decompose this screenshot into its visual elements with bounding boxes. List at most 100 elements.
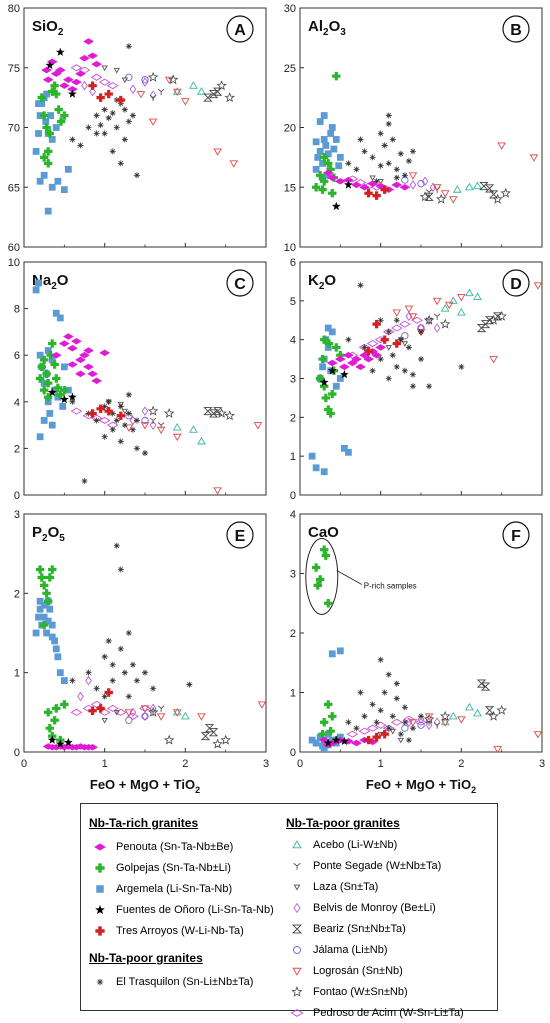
data-point: [385, 328, 392, 335]
y-tick-label: 5: [290, 296, 296, 308]
data-point: [52, 89, 61, 99]
data-point: [83, 347, 95, 354]
data-point: [32, 148, 40, 155]
plot-frame: [23, 261, 267, 496]
data-point: [125, 410, 132, 417]
data-point: [200, 732, 211, 741]
plot-frame: [23, 7, 267, 248]
data-point: [220, 734, 231, 745]
data-point: [48, 633, 56, 641]
data-point: [93, 685, 100, 692]
y-tick-label: 4: [290, 509, 296, 521]
data-point: [48, 136, 56, 143]
data-point: [353, 725, 360, 732]
series-PedrosoDeAcim: [70, 700, 151, 720]
data-point: [35, 374, 45, 383]
data-point: [401, 332, 409, 340]
data-point: [44, 147, 53, 156]
y-tick-label: 3: [290, 374, 296, 386]
y-tick-label: 6: [14, 350, 20, 362]
panel-title: SiO2: [32, 18, 64, 38]
data-point: [393, 166, 400, 173]
data-point: [405, 344, 412, 351]
y-tick-label: 1: [14, 668, 20, 680]
legend-marker-icon: [293, 902, 301, 913]
data-point: [327, 366, 337, 375]
data-point: [48, 183, 56, 191]
data-point: [393, 680, 400, 687]
data-point: [172, 709, 182, 717]
data-point: [101, 718, 108, 724]
data-point: [397, 737, 405, 744]
p-rich-ellipse: [305, 537, 339, 615]
data-point: [58, 340, 70, 347]
data-point: [385, 112, 392, 119]
data-point: [493, 746, 502, 752]
data-point: [70, 407, 83, 415]
x-axis-label: FeO + MgO + TiO2: [90, 777, 200, 795]
geochemical-panels: 6065707580SiO2A1015202530Al2O3B0246810Na…: [8, 3, 545, 795]
data-point: [489, 356, 498, 364]
data-point: [380, 729, 389, 739]
data-point: [104, 688, 113, 697]
legend-marker-icon: [95, 925, 105, 936]
data-point: [44, 708, 53, 717]
data-point: [117, 403, 124, 410]
data-point: [393, 695, 400, 702]
data-point: [401, 719, 408, 726]
x-tick-label: 0: [21, 758, 27, 770]
data-point: [116, 95, 125, 105]
data-point: [409, 371, 416, 378]
data-point: [85, 675, 92, 686]
data-point: [433, 722, 441, 729]
data-point: [113, 417, 120, 424]
legend-marker-icon: [96, 884, 104, 893]
data-point: [54, 653, 62, 661]
data-point: [500, 187, 511, 198]
panel-title: CaO: [308, 524, 339, 541]
data-point: [327, 130, 335, 137]
data-point: [96, 404, 105, 413]
data-point: [35, 130, 42, 137]
data-point: [149, 417, 157, 424]
data-point: [440, 719, 450, 727]
data-point: [320, 112, 328, 119]
data-point: [46, 605, 54, 613]
series-PedrosoDeAcim: [70, 407, 119, 429]
data-point: [392, 309, 402, 317]
series-Beariz: [476, 679, 495, 715]
data-point: [315, 171, 325, 180]
data-point: [405, 157, 412, 164]
data-point: [473, 708, 482, 717]
data-point: [52, 645, 60, 653]
data-point: [172, 707, 182, 716]
data-point: [418, 328, 424, 335]
data-point: [405, 737, 412, 744]
series-PonteSegade: [149, 88, 165, 102]
y-tick-label: 70: [8, 123, 20, 135]
data-point: [197, 87, 206, 95]
data-point: [98, 416, 111, 424]
legend-item-ElTrasquilon: El Trasquilon (Sn-Li±Nb±Ta): [89, 971, 274, 992]
data-point: [345, 336, 352, 343]
data-point: [320, 335, 329, 344]
data-point: [44, 398, 52, 406]
data-point: [44, 159, 53, 168]
data-point: [129, 112, 136, 119]
data-point: [364, 347, 373, 356]
data-point: [52, 704, 61, 713]
data-point: [121, 669, 128, 676]
data-point: [40, 171, 48, 179]
data-point: [435, 193, 447, 204]
data-point: [36, 433, 44, 441]
series-TresArroyos: [88, 688, 113, 715]
data-point: [319, 363, 326, 371]
panel-letter: C: [234, 276, 246, 293]
x-tick-label: 2: [458, 758, 464, 770]
legend-marker-icon: [291, 985, 303, 997]
data-point: [401, 341, 409, 347]
points: [32, 38, 239, 215]
data-point: [186, 681, 193, 688]
data-point: [36, 605, 44, 613]
data-point: [328, 389, 337, 399]
